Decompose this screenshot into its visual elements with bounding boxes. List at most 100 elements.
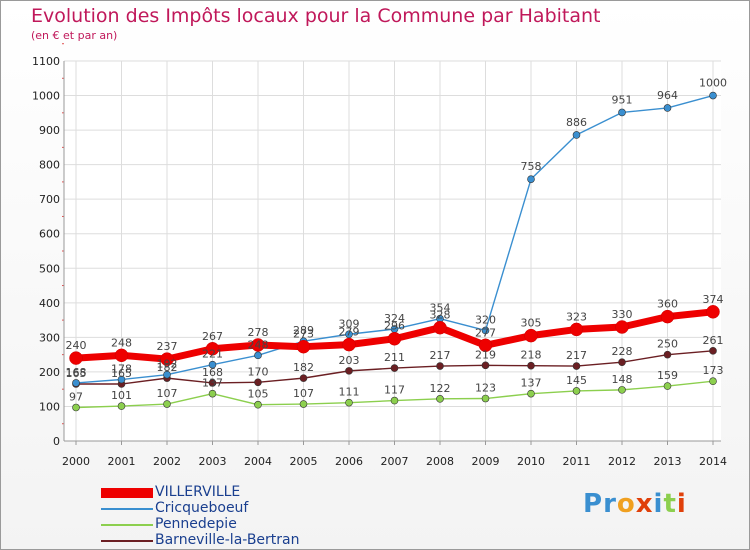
data-label: 374 bbox=[703, 293, 724, 306]
data-point bbox=[163, 370, 171, 379]
series-layer bbox=[69, 91, 720, 412]
data-point bbox=[618, 108, 626, 117]
data-label: 165 bbox=[111, 367, 132, 380]
x-tick-label: 2000 bbox=[62, 455, 90, 468]
y-tick-label: 100 bbox=[39, 400, 60, 413]
data-point bbox=[481, 326, 490, 335]
data-point bbox=[299, 374, 308, 382]
data-label: 221 bbox=[202, 348, 223, 361]
data-label: 261 bbox=[703, 334, 724, 347]
data-point bbox=[114, 348, 129, 363]
x-tick-label: 2007 bbox=[381, 455, 409, 468]
chart-title: Evolution des Impôts locaux pour la Comm… bbox=[31, 5, 601, 27]
data-label: 248 bbox=[111, 336, 132, 349]
data-label: 117 bbox=[384, 384, 405, 397]
legend-label: Barneville-la-Bertran bbox=[155, 532, 300, 548]
data-label: 964 bbox=[657, 89, 678, 102]
x-tick-label: 2011 bbox=[563, 455, 591, 468]
data-label: 217 bbox=[430, 349, 451, 362]
logo-letter: x bbox=[635, 489, 654, 519]
data-label: 219 bbox=[475, 348, 496, 361]
data-label: 248 bbox=[248, 338, 269, 351]
data-label: 328 bbox=[430, 309, 451, 322]
x-tick-label: 2003 bbox=[199, 455, 227, 468]
data-label: 168 bbox=[202, 366, 223, 379]
logo-letter: i bbox=[676, 489, 687, 519]
y-tick-label: 600 bbox=[39, 228, 60, 241]
data-label: 323 bbox=[566, 310, 587, 323]
data-point bbox=[208, 389, 217, 398]
data-point bbox=[342, 337, 356, 352]
data-label: 278 bbox=[248, 326, 269, 339]
data-point bbox=[117, 375, 126, 384]
data-label: 178 bbox=[111, 363, 132, 376]
logo-letter: o bbox=[616, 489, 636, 519]
data-label: 148 bbox=[612, 373, 633, 386]
x-tick-label: 2008 bbox=[426, 455, 454, 468]
data-point bbox=[569, 322, 584, 337]
data-point bbox=[390, 364, 399, 372]
data-point bbox=[205, 342, 220, 356]
data-label: 217 bbox=[566, 349, 587, 362]
data-label: 111 bbox=[339, 386, 360, 399]
data-label: 354 bbox=[430, 302, 451, 315]
data-point bbox=[436, 362, 444, 370]
data-point bbox=[481, 361, 490, 370]
data-label: 218 bbox=[521, 349, 542, 362]
y-tick-label: 300 bbox=[39, 331, 60, 344]
data-label: 159 bbox=[657, 369, 678, 382]
data-point bbox=[345, 367, 353, 375]
data-point bbox=[706, 305, 720, 319]
y-tick-label: 400 bbox=[39, 297, 60, 310]
x-tick-label: 2014 bbox=[699, 455, 727, 468]
data-point bbox=[72, 379, 80, 387]
data-point bbox=[345, 330, 353, 339]
y-tick-label: 900 bbox=[39, 124, 60, 137]
data-label: 320 bbox=[475, 313, 496, 326]
data-point bbox=[299, 400, 308, 408]
x-tick-label: 2005 bbox=[290, 455, 318, 468]
y-tick-label: 200 bbox=[39, 366, 60, 379]
data-label: 170 bbox=[248, 365, 269, 378]
data-point bbox=[433, 320, 447, 335]
legend-swatch bbox=[101, 508, 153, 510]
data-label: 330 bbox=[612, 308, 633, 321]
y-tick-label: 1000 bbox=[32, 90, 60, 103]
data-point bbox=[618, 386, 626, 394]
logo-letter: P bbox=[583, 489, 604, 519]
data-label: 123 bbox=[475, 382, 496, 395]
data-point bbox=[208, 379, 217, 387]
data-point bbox=[527, 361, 535, 370]
chart-subtitle: (en € et par an) bbox=[31, 29, 118, 42]
y-tick-label: 500 bbox=[39, 262, 60, 275]
data-label: 250 bbox=[657, 338, 678, 351]
data-label: 886 bbox=[566, 116, 587, 129]
data-point bbox=[527, 175, 535, 183]
logo-letter: i bbox=[653, 489, 664, 519]
x-axis: 2000 2001 2002 2003 2004 2005 2006 2007 2008 2009… bbox=[62, 440, 727, 468]
data-point bbox=[478, 338, 493, 353]
data-label: 165 bbox=[66, 367, 87, 380]
logo-letter: t bbox=[663, 489, 677, 519]
data-label: 324 bbox=[384, 312, 405, 325]
proxiti-logo: Proxiti bbox=[583, 489, 687, 519]
data-label: 305 bbox=[521, 317, 542, 330]
data-point bbox=[663, 104, 672, 112]
data-label: 279 bbox=[339, 326, 360, 339]
legend-swatch bbox=[101, 540, 153, 542]
x-tick-label: 2009 bbox=[472, 455, 500, 468]
data-label: 296 bbox=[384, 320, 405, 333]
data-point bbox=[296, 339, 311, 354]
x-tick-label: 2002 bbox=[153, 455, 181, 468]
data-point bbox=[254, 351, 262, 360]
data-point bbox=[615, 320, 629, 334]
data-point bbox=[572, 387, 581, 395]
data-point bbox=[390, 396, 399, 405]
data-point bbox=[254, 378, 262, 387]
x-tick-label: 2010 bbox=[517, 455, 545, 468]
legend-label: Pennedepie bbox=[155, 516, 237, 532]
data-label: 168 bbox=[66, 366, 87, 379]
data-label: 289 bbox=[293, 324, 314, 337]
data-label: 267 bbox=[202, 330, 223, 343]
